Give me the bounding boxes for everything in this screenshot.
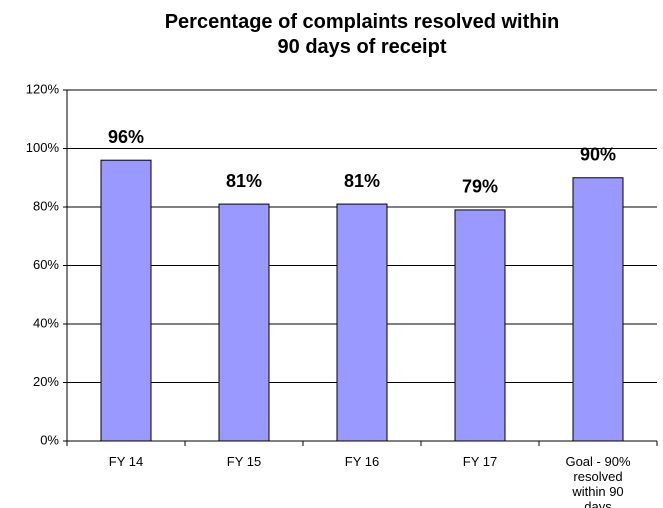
y-tick-label: 80% — [33, 198, 59, 213]
value-label: 79% — [462, 177, 498, 197]
bar — [572, 177, 624, 442]
bar — [218, 203, 270, 442]
x-tick-label: Goal - 90% resolved within 90 days — [565, 454, 631, 508]
x-tick-label: FY 17 — [462, 454, 498, 469]
y-tick-label: 100% — [26, 140, 60, 155]
y-tick-label: 0% — [40, 432, 59, 447]
y-tick-label: 20% — [33, 374, 59, 389]
x-tick-label: FY 14 — [108, 454, 144, 469]
y-tick-label: 60% — [33, 257, 59, 272]
value-label: 81% — [226, 171, 262, 191]
x-tick-label: FY 15 — [226, 454, 262, 469]
y-tick-label: 40% — [33, 315, 59, 330]
bar — [336, 203, 388, 442]
y-tick-label: 120% — [26, 81, 60, 96]
value-label: 81% — [344, 171, 380, 191]
x-tick-label: FY 16 — [344, 454, 380, 469]
value-label: 90% — [580, 145, 616, 165]
value-label: 96% — [108, 127, 144, 147]
bar — [454, 209, 506, 442]
chart-title: Percentage of complaints resolved within… — [164, 11, 560, 58]
bar — [100, 159, 152, 442]
